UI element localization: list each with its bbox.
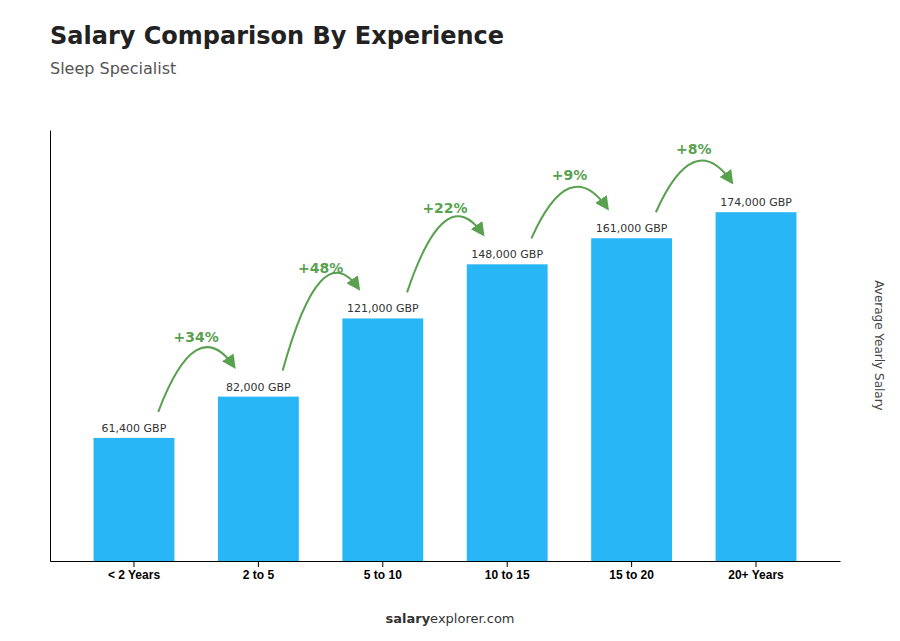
x-tick-line <box>507 561 508 567</box>
data-label: 82,000 GBP <box>226 381 291 394</box>
bar <box>716 212 797 561</box>
x-tick-label: 15 to 20 <box>609 568 654 582</box>
data-label: 61,400 GBP <box>102 422 167 435</box>
y-axis <box>50 131 51 562</box>
x-tick-line <box>631 561 632 567</box>
x-tick: 5 to 10 <box>364 561 402 582</box>
data-label: 121,000 GBP <box>347 302 419 315</box>
x-tick-line <box>756 561 757 567</box>
x-tick: 15 to 20 <box>609 561 654 582</box>
data-label: 148,000 GBP <box>471 248 543 261</box>
x-tick: 20+ Years <box>728 561 784 582</box>
change-arrow <box>407 216 483 292</box>
x-tick: 10 to 15 <box>485 561 530 582</box>
chart-svg: Salary Comparison By Experience Sleep Spe… <box>0 0 900 641</box>
x-axis-line <box>51 561 841 562</box>
change-arrow <box>283 273 359 371</box>
subtitle: Sleep Specialist <box>50 59 176 78</box>
change-label: +48% <box>298 260 343 276</box>
plot-area <box>94 212 797 561</box>
bar <box>591 238 672 561</box>
data-label: 174,000 GBP <box>720 196 792 209</box>
x-tick-label: 5 to 10 <box>364 568 402 582</box>
y-axis-title: Average Yearly Salary <box>872 280 886 410</box>
change-label: +8% <box>676 141 712 157</box>
x-tick: 2 to 5 <box>243 561 275 582</box>
x-tick-label: 20+ Years <box>728 568 784 582</box>
change-arrow <box>531 187 607 239</box>
title: Salary Comparison By Experience <box>50 22 504 50</box>
x-tick-line <box>258 561 259 567</box>
x-tick-line <box>382 561 383 567</box>
data-label: 161,000 GBP <box>596 222 668 235</box>
x-tick-label: 10 to 15 <box>485 568 530 582</box>
y-axis-line <box>50 131 51 562</box>
change-arrow <box>656 161 732 213</box>
footer: salaryexplorer.com <box>385 611 514 626</box>
change-arrow <box>158 347 234 412</box>
footer-part: explorer.com <box>430 611 514 626</box>
change-label: +34% <box>174 329 219 345</box>
footer-part: salary <box>385 611 430 626</box>
x-tick-label: < 2 Years <box>108 568 160 582</box>
change-label: +9% <box>552 167 588 183</box>
bar <box>94 438 175 561</box>
change-label: +22% <box>422 200 467 216</box>
bar <box>342 318 423 561</box>
x-tick: < 2 Years <box>108 561 160 582</box>
bar <box>218 397 299 561</box>
x-tick-label: 2 to 5 <box>243 568 275 582</box>
x-axis: < 2 Years 2 to 5 5 to 10 10 to 15 15 to 20 20… <box>51 561 841 582</box>
x-tick-line <box>133 561 134 567</box>
bar <box>467 264 548 561</box>
